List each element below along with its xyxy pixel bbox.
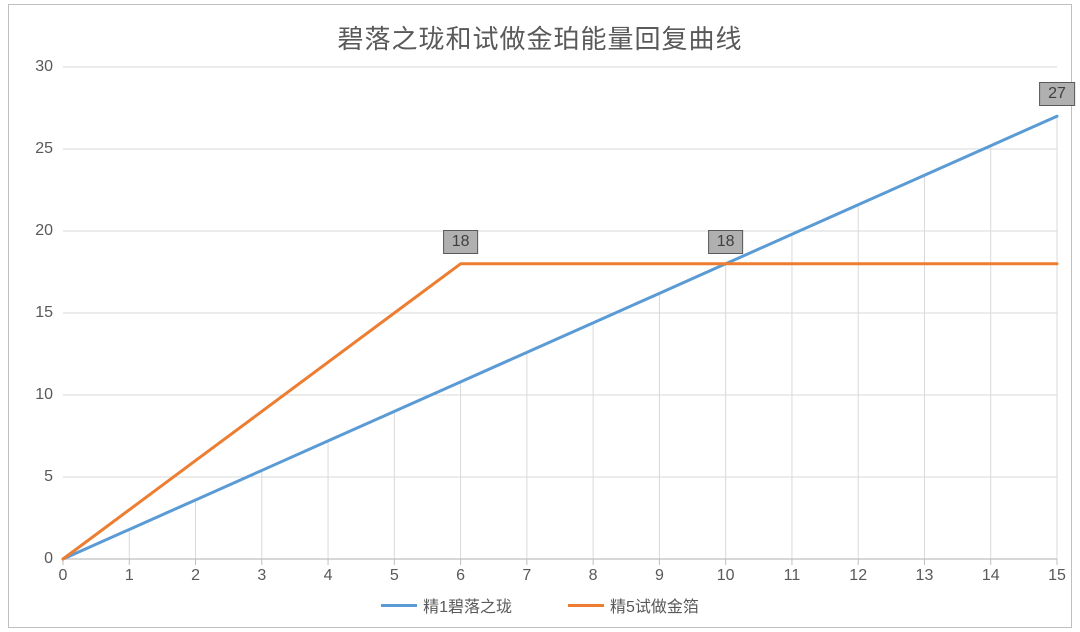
series-line [63, 264, 1057, 559]
series-line [63, 116, 1057, 559]
chart-title: 碧落之珑和试做金珀能量回复曲线 [9, 19, 1071, 56]
x-tick-label: 13 [916, 559, 934, 585]
x-tick-label: 11 [784, 559, 801, 585]
x-tick-label: 7 [522, 559, 531, 585]
legend-item: 精5试做金箔 [568, 593, 699, 617]
x-tick-label: 10 [717, 559, 735, 585]
legend-label: 精5试做金箔 [610, 593, 699, 617]
x-tick-label: 5 [390, 559, 399, 585]
chart-frame: 碧落之珑和试做金珀能量回复曲线 051015202530012345678910… [8, 4, 1072, 628]
data-callout: 18 [443, 230, 479, 254]
x-tick-label: 8 [589, 559, 598, 585]
x-tick-label: 12 [849, 559, 867, 585]
x-tick-label: 15 [1048, 559, 1066, 585]
plot-svg [63, 67, 1057, 559]
y-tick-label: 25 [35, 140, 63, 158]
x-tick-label: 1 [125, 559, 134, 585]
data-callout: 27 [1039, 82, 1075, 106]
x-tick-label: 2 [191, 559, 200, 585]
legend-label: 精1碧落之珑 [423, 593, 512, 617]
x-tick-label: 6 [456, 559, 465, 585]
y-tick-label: 15 [35, 304, 63, 322]
y-tick-label: 5 [44, 468, 63, 486]
legend-swatch [381, 604, 417, 607]
x-tick-label: 14 [982, 559, 1000, 585]
y-tick-label: 30 [35, 58, 63, 76]
x-tick-label: 4 [324, 559, 333, 585]
data-callout: 18 [708, 230, 744, 254]
y-tick-label: 20 [35, 222, 63, 240]
legend-item: 精1碧落之珑 [381, 593, 512, 617]
plot-area: 0510152025300123456789101112131415181827 [63, 67, 1057, 559]
x-tick-label: 3 [257, 559, 266, 585]
x-tick-label: 0 [59, 559, 68, 585]
y-tick-label: 10 [35, 386, 63, 404]
x-tick-label: 9 [655, 559, 664, 585]
legend-swatch [568, 604, 604, 607]
legend: 精1碧落之珑 精5试做金箔 [9, 593, 1071, 617]
